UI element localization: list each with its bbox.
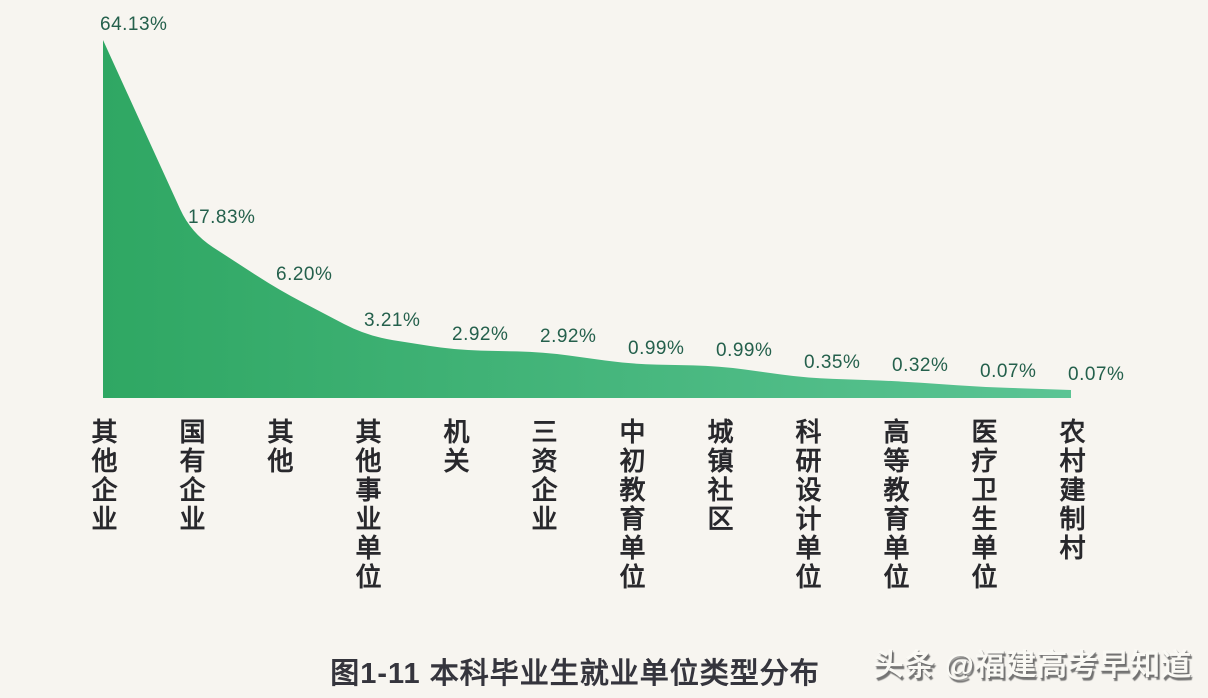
value-label-5: 2.92% (540, 326, 597, 347)
category-label-4: 机关 (440, 418, 470, 476)
category-label-5: 三资企业 (528, 418, 558, 534)
category-label-7: 城镇社区 (704, 418, 734, 534)
value-label-4: 2.92% (452, 324, 509, 345)
category-label-2: 其他 (264, 418, 294, 476)
value-label-8: 0.35% (804, 352, 861, 373)
value-label-10: 0.07% (980, 361, 1037, 382)
category-label-3: 其他事业单位 (352, 418, 382, 592)
category-label-10: 医疗卫生单位 (968, 418, 998, 592)
area-fill (103, 40, 1071, 398)
category-label-6: 中初教育单位 (616, 418, 646, 592)
value-label-3: 3.21% (364, 310, 421, 331)
category-label-8: 科研设计单位 (792, 418, 822, 592)
category-label-1: 国有企业 (176, 418, 206, 534)
value-label-1: 17.83% (188, 207, 256, 228)
value-label-11: 0.07% (1068, 364, 1125, 385)
watermark: 头条 @福建高考早知道 (873, 649, 1192, 682)
chart-title: 图1-11 本科毕业生就业单位类型分布 (330, 658, 820, 690)
value-label-7: 0.99% (716, 340, 773, 361)
category-label-0: 其他企业 (88, 418, 118, 534)
value-label-9: 0.32% (892, 355, 949, 376)
category-label-9: 高等教育单位 (880, 418, 910, 592)
value-label-0: 64.13% (100, 14, 168, 35)
value-label-6: 0.99% (628, 338, 685, 359)
category-label-11: 农村建制村 (1056, 418, 1086, 563)
value-label-2: 6.20% (276, 264, 333, 285)
